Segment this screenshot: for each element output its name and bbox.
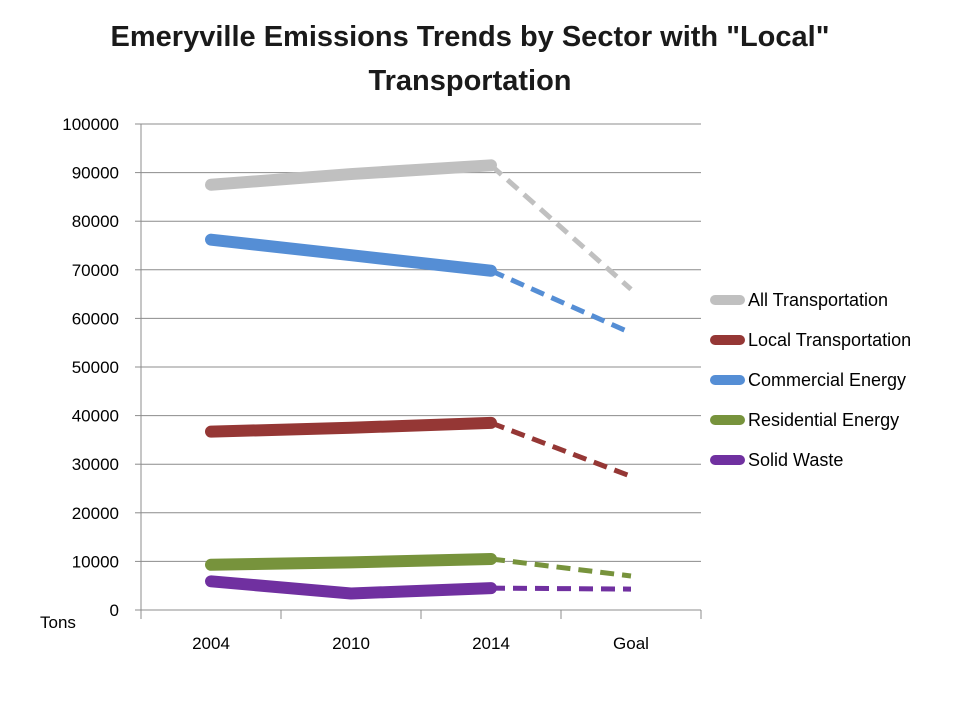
series-lines [205, 159, 633, 600]
y-tick-label: 80000 [72, 212, 119, 231]
series-line-solid-waste [205, 575, 497, 600]
legend-label-residential-energy: Residential Energy [748, 410, 899, 430]
legend-label-commercial-energy: Commercial Energy [748, 370, 906, 390]
goal-line-commercial-energy [489, 268, 633, 336]
y-tick-label: 70000 [72, 261, 119, 280]
chart-title-line-1: Emeryville Emissions Trends by Sector wi… [111, 21, 830, 53]
series-line-local-transportation [205, 416, 497, 438]
y-tick-label: 0 [110, 601, 119, 620]
y-axis-label: Tons [40, 613, 76, 632]
x-tick-labels: 2004 2010 2014 Goal [192, 634, 649, 653]
gridlines [135, 123, 701, 611]
x-tick-label: 2014 [472, 634, 510, 653]
legend-label-local-transportation: Local Transportation [748, 330, 911, 350]
series-line-all-transportation [205, 159, 497, 191]
x-tick-label: Goal [613, 634, 649, 653]
goal-line-all-transportation [489, 163, 633, 292]
axes [140, 124, 702, 619]
legend: All Transportation Local Transportation Co… [710, 290, 911, 470]
y-tick-label: 50000 [72, 358, 119, 377]
y-tick-label: 60000 [72, 309, 119, 328]
chart-title-line-2: Transportation [368, 65, 571, 97]
goal-line-local-transportation [490, 420, 632, 479]
y-tick-label: 90000 [72, 164, 119, 183]
y-tick-label: 30000 [72, 455, 119, 474]
goal-line-residential-energy [490, 556, 632, 579]
y-tick-label: 40000 [72, 407, 119, 426]
y-tick-label: 20000 [72, 504, 119, 523]
y-tick-label: 10000 [72, 552, 119, 571]
y-tick-labels: 0 10000 20000 30000 40000 50000 60000 70000 8000… [62, 115, 119, 620]
x-tick-label: 2004 [192, 634, 230, 653]
series-line-residential-energy [205, 552, 497, 571]
legend-label-all-transportation: All Transportation [748, 290, 888, 310]
x-tick-label: 2010 [332, 634, 370, 653]
legend-label-solid-waste: Solid Waste [748, 450, 843, 470]
y-tick-label: 100000 [62, 115, 119, 134]
goal-line-solid-waste [490, 585, 632, 592]
